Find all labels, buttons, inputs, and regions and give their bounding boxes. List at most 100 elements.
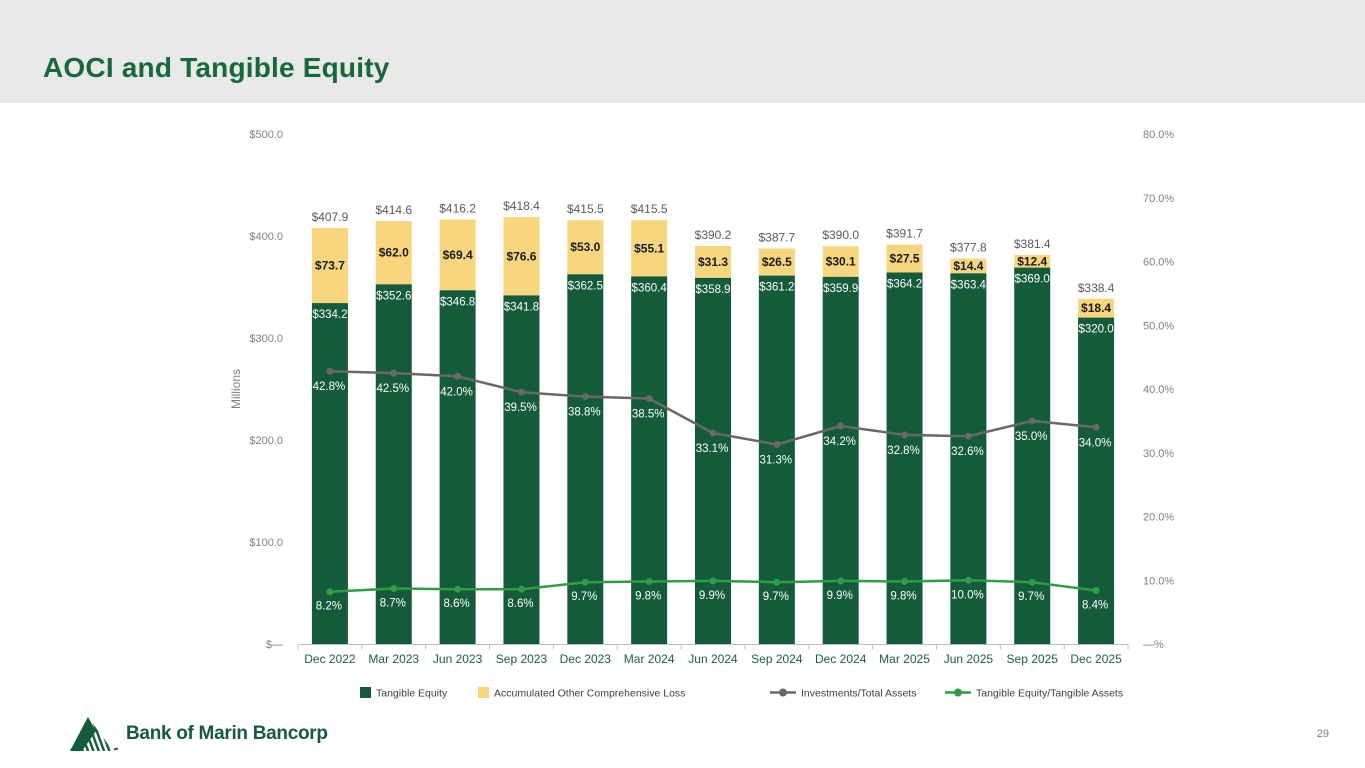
bar-total-label: $381.4: [1014, 237, 1051, 251]
legend-swatch: [360, 687, 371, 698]
x-axis-label: Jun 2024: [688, 652, 738, 666]
tangible-equity-segment-label: $358.9: [695, 284, 730, 296]
legend-line-dot: [779, 688, 787, 697]
line-point: [390, 585, 398, 592]
line-point-label: 42.8%: [313, 381, 346, 393]
line-point: [773, 578, 781, 586]
aoci-segment-label: $27.5: [890, 252, 920, 266]
line-point: [901, 431, 908, 439]
bar-total-label: $415.5: [567, 202, 604, 216]
line-point: [1028, 417, 1036, 425]
bar-total-label: $391.7: [886, 227, 923, 241]
line-point: [837, 577, 845, 585]
legend-label: Investments/Total Assets: [801, 688, 917, 700]
line-point-label: 9.8%: [890, 591, 916, 603]
line-point-label: 8.7%: [380, 598, 406, 610]
right-axis-tick-label: 30.0%: [1143, 448, 1174, 460]
bar-total-label: $390.0: [822, 228, 859, 242]
line-point-label: 39.5%: [504, 402, 537, 414]
tangible-equity-segment-label: $320.0: [1078, 324, 1113, 336]
bar-segment-tangible-equity: [311, 303, 348, 644]
right-axis-tick-label: 80.0%: [1143, 129, 1174, 141]
line-point-label: 8.4%: [1082, 600, 1108, 612]
line-point: [454, 585, 462, 593]
slide-header: AOCI and Tangible Equity: [0, 0, 1365, 103]
line-point-label: 38.8%: [568, 407, 601, 419]
line-point-label: 33.1%: [696, 443, 729, 455]
tangible-equity-segment-label: $341.8: [504, 301, 539, 313]
x-axis-label: Sep 2023: [496, 652, 548, 666]
page-title: AOCI and Tangible Equity: [43, 52, 390, 83]
line-point: [964, 432, 972, 440]
slide-footer: Bank of Marin Bancorp 29: [0, 712, 1365, 760]
bar-segment-aoci: [886, 244, 923, 273]
x-axis-label: Sep 2024: [751, 652, 803, 666]
x-axis-label: Jun 2023: [433, 652, 483, 666]
line-point-label: 35.0%: [1015, 431, 1048, 443]
aoci-segment-label: $14.4: [953, 259, 983, 273]
bar-segment-aoci: [631, 220, 668, 277]
tangible-equity-segment-label: $334.2: [312, 309, 347, 321]
left-axis-tick-label: $—: [266, 639, 283, 651]
logo-text: Bank of Marin Bancorp: [126, 723, 328, 744]
tangible-equity-segment-label: $360.4: [632, 282, 668, 294]
bar-total-label: $416.2: [439, 202, 476, 216]
line-point-label: 9.8%: [635, 591, 661, 603]
line-point-label: 32.8%: [887, 445, 920, 457]
x-axis-label: Dec 2024: [815, 652, 867, 666]
line-point-label: 9.7%: [763, 591, 789, 603]
bar-segment-aoci: [1014, 255, 1051, 268]
aoci-segment-label: $31.3: [698, 255, 728, 269]
left-axis-tick-label: $200.0: [249, 435, 283, 447]
legend-line-dot: [954, 688, 962, 697]
tangible-equity-segment-label: $359.9: [823, 283, 858, 295]
right-axis-tick-label: 60.0%: [1143, 257, 1174, 269]
bar-segment-tangible-equity: [567, 274, 604, 645]
legend-label: Tangible Equity: [376, 688, 448, 700]
right-axis-tick-label: —%: [1143, 639, 1164, 651]
bar-segment-tangible-equity: [439, 290, 476, 644]
line-point: [1028, 578, 1036, 586]
line-point-label: 9.9%: [827, 590, 853, 602]
bar-segment-aoci: [1078, 298, 1115, 318]
tangible-equity-segment-label: $346.8: [440, 296, 475, 308]
bar-segment-tangible-equity: [1078, 317, 1115, 644]
left-axis-tick-label: $300.0: [249, 333, 283, 345]
aoci-segment-label: $76.6: [506, 249, 536, 263]
line-point: [326, 588, 334, 596]
aoci-segment-label: $26.5: [762, 255, 792, 269]
line-point-label: 9.7%: [571, 591, 597, 603]
aoci-segment-label: $12.4: [1017, 254, 1047, 268]
legend-label: Accumulated Other Comprehensive Loss: [494, 688, 685, 700]
aoci-segment-label: $62.0: [379, 246, 409, 260]
bar-total-label: $407.9: [312, 210, 349, 224]
line-point: [901, 578, 908, 585]
line-point: [709, 577, 717, 585]
aoci-segment-label: $55.1: [634, 241, 664, 255]
tangible-equity-segment-label: $364.2: [887, 279, 922, 291]
x-axis-label: Sep 2025: [1007, 652, 1059, 666]
aoci-segment-label: $69.4: [443, 248, 473, 262]
line-point: [518, 585, 525, 593]
bar-total-label: $414.6: [375, 203, 412, 217]
bar-segment-aoci: [567, 220, 604, 275]
bar-segment-aoci: [503, 217, 540, 296]
bar-total-label: $338.4: [1078, 281, 1115, 295]
bar-total-label: $377.8: [950, 241, 987, 255]
bar-segment-tangible-equity: [886, 272, 923, 644]
line-point: [709, 429, 717, 437]
right-axis-tick-label: 10.0%: [1143, 575, 1174, 587]
line-point: [773, 441, 781, 448]
line-point-label: 8.2%: [316, 601, 342, 613]
x-axis-label: Dec 2022: [304, 652, 356, 666]
bank-of-marin-logo: Bank of Marin Bancorp: [68, 714, 328, 754]
bar-segment-tangible-equity: [1014, 267, 1051, 644]
legend-swatch: [478, 687, 489, 698]
line-point-label: 9.9%: [699, 590, 725, 602]
aoci-segment-label: $53.0: [570, 240, 600, 254]
bar-total-label: $418.4: [503, 199, 540, 213]
right-axis-tick-label: 50.0%: [1143, 320, 1174, 332]
left-axis-title: Millions: [229, 369, 243, 409]
line-point: [326, 367, 334, 375]
